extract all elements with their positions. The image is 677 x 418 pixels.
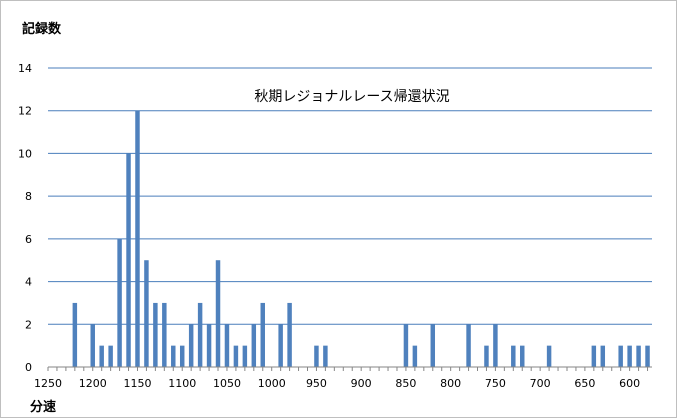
y-tick-label: 0 <box>25 361 32 374</box>
bar <box>618 345 623 367</box>
x-axis-label: 分速 <box>30 400 57 415</box>
x-tick-label: 1200 <box>79 377 107 390</box>
x-tick-label: 1050 <box>213 377 241 390</box>
bar <box>162 302 167 367</box>
bar <box>117 238 122 367</box>
x-tick-label: 600 <box>619 377 640 390</box>
bar <box>197 302 203 367</box>
bar <box>144 260 149 367</box>
y-tick-label: 4 <box>25 276 32 289</box>
bar <box>466 324 471 367</box>
bar <box>287 302 292 367</box>
y-tick-label: 6 <box>25 233 32 246</box>
bar <box>645 345 650 367</box>
bar <box>412 345 418 367</box>
bar <box>260 302 265 367</box>
bar <box>323 345 328 367</box>
bar <box>108 345 113 367</box>
bar <box>251 324 257 367</box>
bar <box>99 345 104 367</box>
chart-title: 秋期レジョナルレース帰還状況 <box>254 88 449 105</box>
bar <box>493 324 498 367</box>
x-tick-label: 650 <box>574 377 595 390</box>
bar <box>179 345 185 367</box>
bar <box>188 324 194 367</box>
x-tick-label: 900 <box>351 377 372 390</box>
x-tick-label: 1150 <box>123 377 151 390</box>
y-tick-label: 10 <box>18 147 32 160</box>
bar <box>627 345 632 367</box>
bar <box>430 324 436 367</box>
bar <box>591 345 597 367</box>
bar <box>546 345 552 367</box>
bar <box>520 345 525 367</box>
x-tick-label: 850 <box>395 377 416 390</box>
bar <box>206 324 212 367</box>
bar <box>233 345 239 367</box>
bar <box>90 324 95 367</box>
bar <box>403 324 409 367</box>
bar <box>126 153 131 367</box>
bar <box>511 345 516 367</box>
y-tick-label: 2 <box>25 318 32 331</box>
bar <box>153 302 158 367</box>
x-tick-label: 700 <box>530 377 551 390</box>
bar <box>215 260 221 367</box>
bar <box>242 345 248 367</box>
bar <box>314 345 319 367</box>
bar <box>171 345 176 367</box>
x-tick-label: 800 <box>440 377 461 390</box>
y-tick-label: 12 <box>18 105 32 118</box>
x-tick-label: 1100 <box>168 377 196 390</box>
bar <box>636 345 641 367</box>
y-tick-label: 14 <box>18 62 32 75</box>
bars <box>72 110 650 367</box>
bar <box>72 302 78 367</box>
x-tick-label: 1000 <box>258 377 286 390</box>
tick-labels: 0 2 4 6 8 10 12 14 1250 1200 1150 1100 1050 1000 950 90… <box>18 62 640 390</box>
x-tick-label: 950 <box>306 377 327 390</box>
bar <box>135 110 140 367</box>
x-tick-label: 750 <box>485 377 506 390</box>
y-axis-label: 記録数 <box>22 22 62 37</box>
bar <box>600 345 606 367</box>
bar <box>484 345 489 367</box>
y-tick-label: 8 <box>25 190 32 203</box>
axes <box>47 366 652 371</box>
bar <box>224 324 230 367</box>
bar <box>278 324 283 367</box>
x-tick-label: 1250 <box>34 377 62 390</box>
